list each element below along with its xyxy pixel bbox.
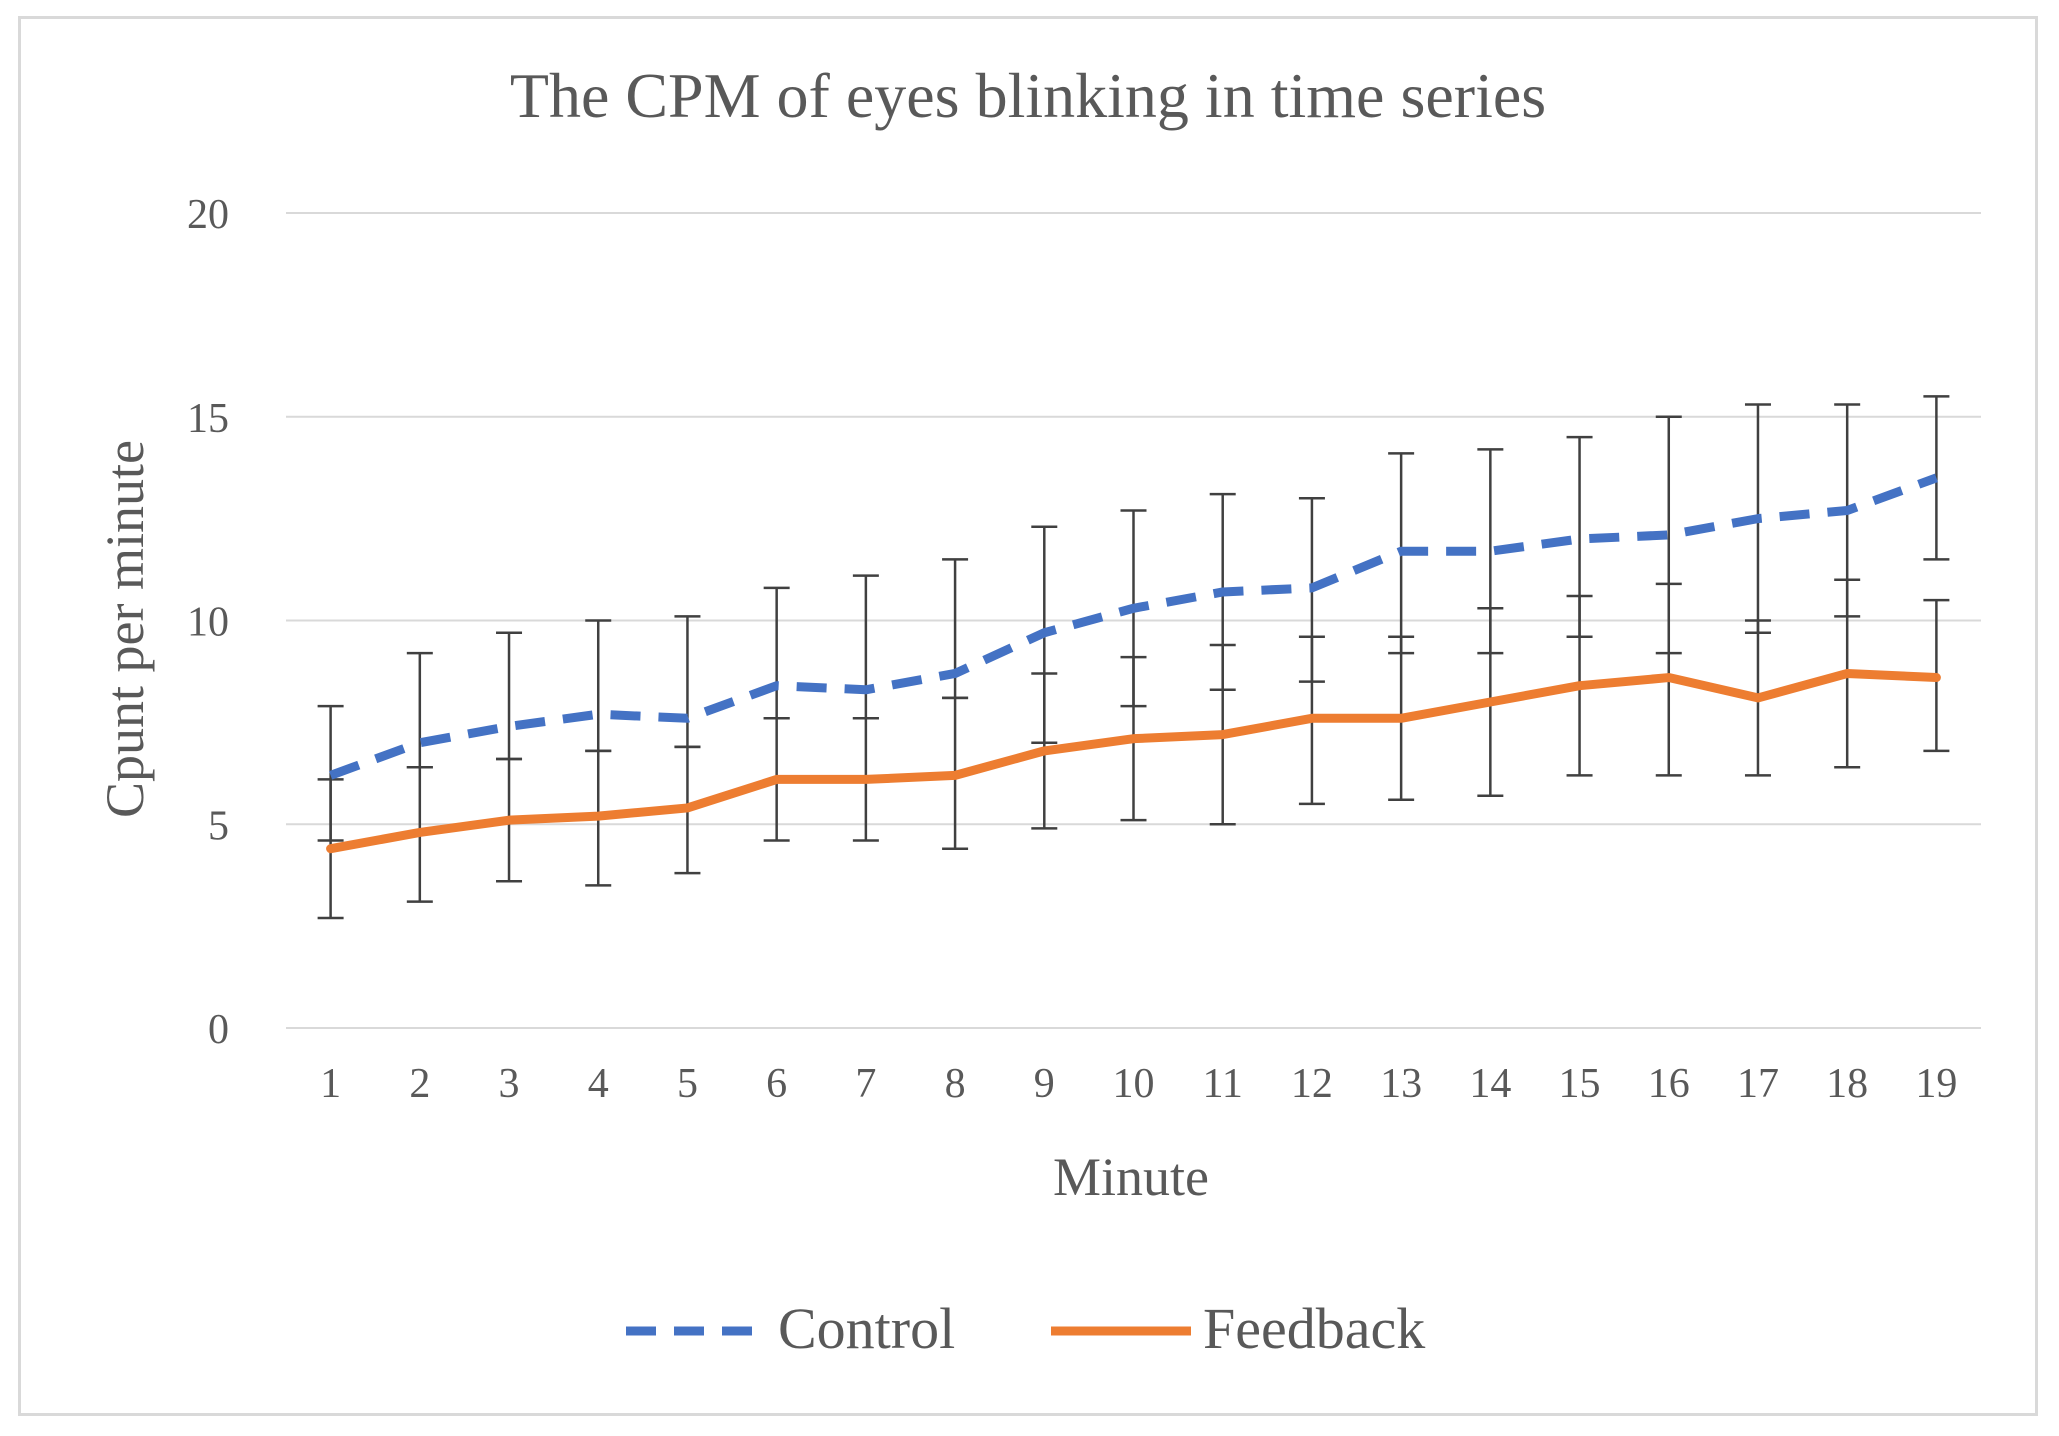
legend: Control Feedback: [626, 1296, 1425, 1361]
x-tick-labels: 1 2 3 4 5 6 7 8 9 10 11 12 13 14 15 16 17 18 19: [320, 1061, 1957, 1107]
chart-title: The CPM of eyes blinking in time series: [510, 60, 1546, 131]
legend-item-feedback: Feedback: [1051, 1296, 1425, 1361]
x-axis-label: Minute: [1053, 1147, 1209, 1207]
x-tick-label: 15: [1559, 1061, 1601, 1107]
y-tick-label: 20: [187, 192, 229, 238]
x-tick-label: 1: [320, 1061, 341, 1107]
x-tick-label: 16: [1648, 1061, 1690, 1107]
x-tick-label: 5: [677, 1061, 698, 1107]
error-bar-control: [585, 619, 612, 753]
legend-label: Control: [778, 1296, 955, 1361]
error-bars: [317, 395, 1950, 920]
y-tick-label: 15: [187, 396, 229, 442]
y-tick-label: 10: [187, 600, 229, 646]
series-line-feedback: [326, 668, 1941, 854]
x-tick-label: 3: [499, 1061, 520, 1107]
x-tick-label: 2: [409, 1061, 430, 1107]
y-axis-label: Cpunt per minute: [95, 440, 155, 818]
legend-label: Feedback: [1203, 1296, 1425, 1361]
x-tick-label: 18: [1826, 1061, 1868, 1107]
series-lines: [326, 473, 1941, 854]
x-tick-label: 13: [1380, 1061, 1422, 1107]
x-tick-label: 7: [855, 1061, 876, 1107]
legend-item-control: Control: [626, 1296, 955, 1361]
x-tick-label: 19: [1915, 1061, 1957, 1107]
line-chart: The CPM of eyes blinking in time series …: [95, 60, 1981, 1361]
x-tick-label: 9: [1034, 1061, 1055, 1107]
x-tick-label: 17: [1737, 1061, 1779, 1107]
x-tick-label: 10: [1113, 1061, 1155, 1107]
x-tick-label: 6: [766, 1061, 787, 1107]
y-tick-label: 5: [208, 803, 229, 849]
x-tick-label: 14: [1469, 1061, 1511, 1107]
x-tick-label: 11: [1202, 1061, 1242, 1107]
x-tick-label: 4: [588, 1061, 609, 1107]
chart-frame: The CPM of eyes blinking in time series …: [18, 16, 2038, 1416]
error-bar-control: [406, 651, 433, 769]
error-bar-control: [496, 631, 523, 761]
x-tick-label: 12: [1291, 1061, 1333, 1107]
y-tick-labels: 0 5 10 15 20: [187, 192, 229, 1053]
series-line-control: [329, 473, 1938, 780]
x-tick-label: 8: [945, 1061, 966, 1107]
error-bar-control: [852, 574, 879, 720]
y-tick-label: 0: [208, 1007, 229, 1053]
error-bar-control: [674, 615, 701, 749]
error-bar-control: [763, 586, 790, 720]
